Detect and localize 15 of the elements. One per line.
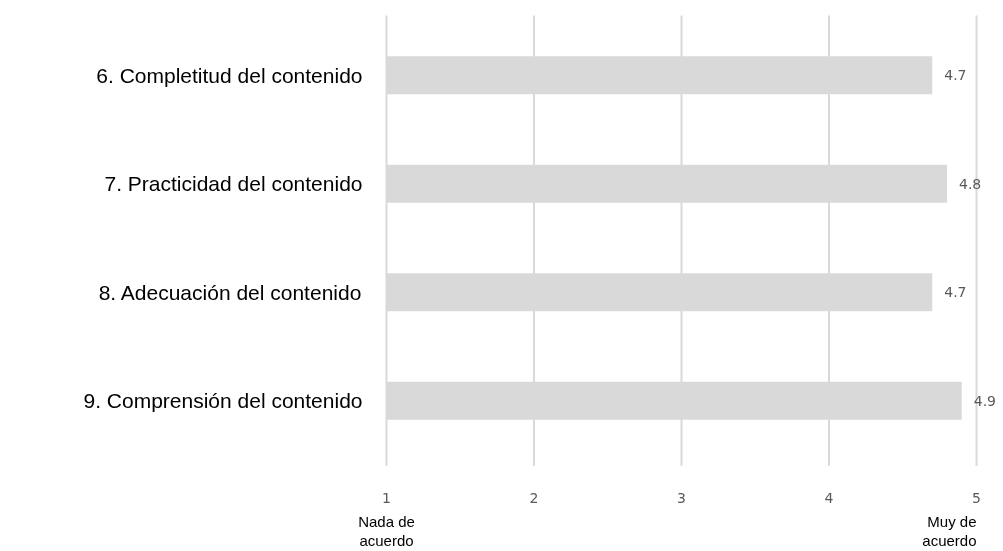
y-tick-label: 6. Completitud del contenido xyxy=(96,63,363,87)
text: Muy de acuerdo xyxy=(922,513,977,549)
data-label: 4.8 xyxy=(959,175,982,192)
data-label: 4.7 xyxy=(944,284,967,301)
x-tick-label: 3 xyxy=(677,490,686,507)
y-tick-label: 9. Comprensión del contenido xyxy=(83,389,363,413)
data-label: 4.9 xyxy=(973,392,997,409)
data-label: 4.7 xyxy=(944,67,967,84)
x-tick-label: 5 xyxy=(972,490,981,507)
x-tick-label: 1 xyxy=(382,490,391,507)
x-tick-label: 4 xyxy=(824,490,834,507)
y-tick-label: 7. Practicidad del contenido xyxy=(104,172,363,196)
text: Nada de acuerdo xyxy=(358,513,415,549)
x-tick-label: 2 xyxy=(529,490,539,507)
y-tick-label: 8. Adecuación del contenido xyxy=(98,280,362,304)
